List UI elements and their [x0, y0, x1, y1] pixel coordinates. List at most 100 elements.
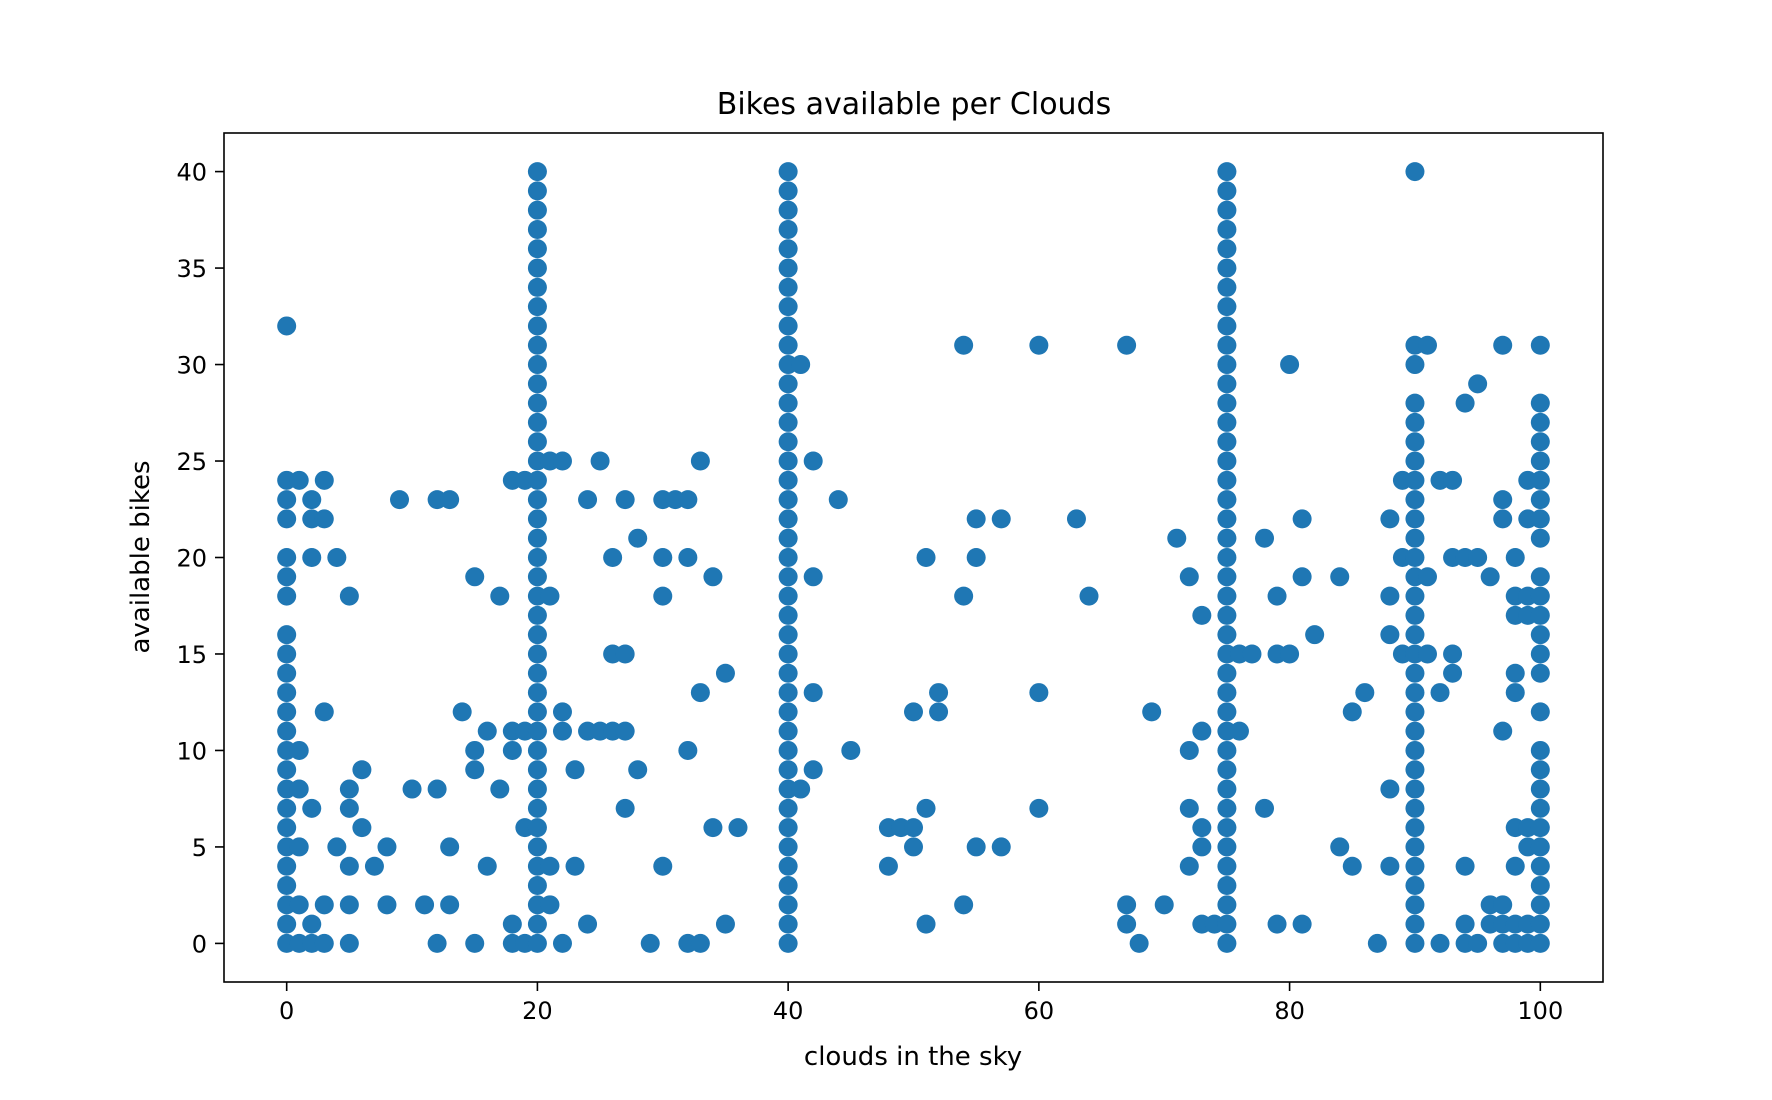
- data-point: [778, 933, 798, 953]
- data-point: [615, 721, 635, 741]
- data-point: [1405, 876, 1425, 896]
- data-point: [289, 895, 309, 915]
- data-point: [778, 876, 798, 896]
- data-point: [1455, 856, 1475, 876]
- x-tick-label: 60: [1024, 997, 1055, 1025]
- data-point: [1217, 663, 1237, 683]
- data-point: [778, 451, 798, 471]
- data-point: [552, 702, 572, 722]
- data-point: [991, 509, 1011, 529]
- data-point: [527, 200, 547, 220]
- data-point: [1217, 297, 1237, 317]
- data-point: [527, 412, 547, 432]
- data-point: [1217, 528, 1237, 548]
- data-point: [277, 567, 297, 587]
- data-point: [1455, 914, 1475, 934]
- data-point: [440, 895, 460, 915]
- data-point: [578, 914, 598, 934]
- data-point: [1530, 818, 1550, 838]
- data-point: [828, 490, 848, 510]
- data-point: [1217, 856, 1237, 876]
- data-point: [1217, 432, 1237, 452]
- data-point: [1468, 933, 1488, 953]
- data-point: [465, 740, 485, 760]
- data-point: [703, 818, 723, 838]
- x-tick-label: 80: [1274, 997, 1305, 1025]
- data-point: [1217, 181, 1237, 201]
- data-point: [1217, 509, 1237, 529]
- data-point: [1468, 548, 1488, 567]
- data-point: [277, 490, 297, 510]
- data-point: [1530, 432, 1550, 452]
- data-point: [527, 374, 547, 394]
- data-point: [803, 683, 823, 703]
- data-point: [277, 644, 297, 664]
- data-point: [1305, 625, 1325, 645]
- data-point: [1255, 528, 1275, 548]
- data-point: [1179, 856, 1199, 876]
- data-point: [527, 798, 547, 818]
- data-point: [1405, 914, 1425, 934]
- data-point: [527, 470, 547, 490]
- data-point: [1455, 393, 1475, 413]
- data-point: [1505, 663, 1525, 683]
- data-point: [653, 548, 673, 567]
- data-point: [778, 490, 798, 510]
- data-point: [1530, 914, 1550, 934]
- data-point: [954, 895, 974, 915]
- data-point: [778, 297, 798, 317]
- data-point: [1217, 470, 1237, 490]
- data-point: [1217, 239, 1237, 259]
- data-point: [277, 760, 297, 780]
- data-point: [527, 760, 547, 780]
- data-point: [778, 316, 798, 336]
- data-point: [1405, 721, 1425, 741]
- data-point: [1267, 586, 1287, 606]
- data-point: [1405, 509, 1425, 529]
- data-point: [1330, 837, 1350, 857]
- data-point: [1405, 355, 1425, 375]
- data-point: [778, 181, 798, 201]
- data-point: [778, 374, 798, 394]
- data-point: [778, 393, 798, 413]
- data-point: [1530, 470, 1550, 490]
- data-point: [277, 876, 297, 896]
- data-point: [302, 490, 322, 510]
- data-point: [778, 239, 798, 259]
- x-tick-label: 40: [773, 997, 804, 1025]
- data-point: [1405, 856, 1425, 876]
- data-point: [1292, 567, 1312, 587]
- data-point: [878, 856, 898, 876]
- data-point: [1380, 856, 1400, 876]
- data-point: [1405, 625, 1425, 645]
- data-point: [904, 818, 923, 838]
- data-point: [1217, 740, 1237, 760]
- data-point: [1405, 663, 1425, 683]
- data-point: [1505, 548, 1525, 567]
- y-tick-label: 30: [176, 352, 207, 380]
- data-point: [277, 663, 297, 683]
- data-point: [390, 490, 410, 510]
- data-point: [527, 837, 547, 857]
- data-point: [1129, 933, 1149, 953]
- data-point: [1380, 625, 1400, 645]
- data-point: [1530, 740, 1550, 760]
- data-point: [527, 663, 547, 683]
- data-point: [1405, 451, 1425, 471]
- data-point: [1217, 355, 1237, 375]
- data-point: [916, 548, 936, 567]
- data-point: [1530, 528, 1550, 548]
- data-point: [778, 605, 798, 625]
- data-point: [527, 316, 547, 336]
- data-point: [841, 740, 861, 760]
- data-point: [1217, 605, 1237, 625]
- data-point: [339, 856, 359, 876]
- data-point: [1079, 586, 1099, 606]
- data-point: [277, 818, 297, 838]
- data-point: [1217, 335, 1237, 355]
- data-point: [352, 760, 372, 780]
- data-point: [540, 586, 560, 606]
- data-point: [1380, 586, 1400, 606]
- data-point: [1530, 490, 1550, 510]
